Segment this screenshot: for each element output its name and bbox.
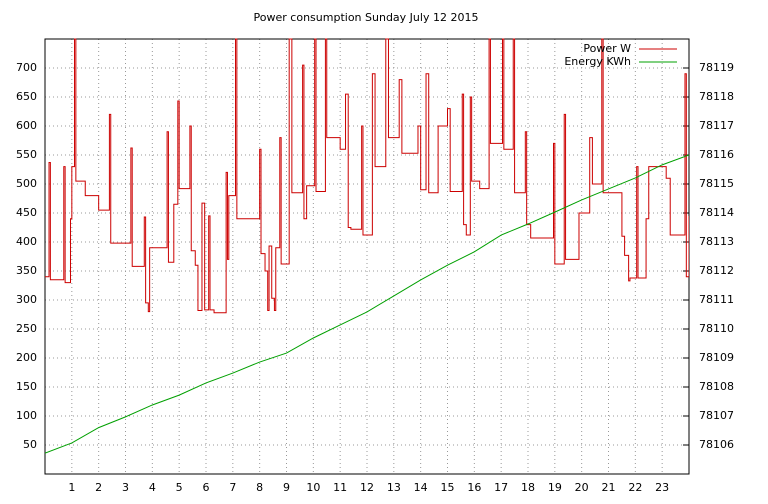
y-tick-label: 650 xyxy=(16,90,37,103)
y-tick-label: 350 xyxy=(16,264,37,277)
y-tick-label: 700 xyxy=(16,61,37,74)
x-tick-label: 10 xyxy=(306,481,320,494)
y-tick-label: 450 xyxy=(16,206,37,219)
x-tick-label: 3 xyxy=(122,481,129,494)
y-tick-label: 250 xyxy=(16,322,37,335)
x-tick-label: 13 xyxy=(387,481,401,494)
y2-tick-label: 78115 xyxy=(699,177,734,190)
y-tick-label: 200 xyxy=(16,351,37,364)
y-tick-label: 550 xyxy=(16,148,37,161)
y-tick-label: 400 xyxy=(16,235,37,248)
x-tick-label: 4 xyxy=(149,481,156,494)
x-tick-label: 12 xyxy=(360,481,374,494)
y2-tick-label: 78116 xyxy=(699,148,734,161)
legend-label: Energy KWh xyxy=(564,55,631,68)
y2-tick-label: 78110 xyxy=(699,322,734,335)
y2-tick-label: 78111 xyxy=(699,293,734,306)
x-tick-label: 8 xyxy=(256,481,263,494)
y2-tick-label: 78119 xyxy=(699,61,734,74)
x-tick-label: 5 xyxy=(176,481,183,494)
series-line xyxy=(45,38,689,314)
y2-tick-label: 78108 xyxy=(699,380,734,393)
y-tick-label: 500 xyxy=(16,177,37,190)
plot-border xyxy=(44,38,690,475)
x-tick-label: 22 xyxy=(628,481,642,494)
x-tick-label: 2 xyxy=(95,481,102,494)
x-tick-label: 18 xyxy=(521,481,535,494)
chart-title: Power consumption Sunday July 12 2015 xyxy=(254,11,479,24)
y-tick-label: 100 xyxy=(16,409,37,422)
x-tick-label: 20 xyxy=(575,481,589,494)
series-line xyxy=(45,154,689,454)
x-tick-label: 9 xyxy=(283,481,290,494)
y2-tick-label: 78114 xyxy=(699,206,734,219)
y-tick-label: 150 xyxy=(16,380,37,393)
y2-tick-label: 78106 xyxy=(699,438,734,451)
x-tick-label: 6 xyxy=(203,481,210,494)
x-tick-label: 14 xyxy=(414,481,428,494)
y2-tick-label: 78117 xyxy=(699,119,734,132)
y2-tick-label: 78107 xyxy=(699,409,734,422)
legend-label: Power W xyxy=(583,42,631,55)
y-tick-label: 600 xyxy=(16,119,37,132)
x-tick-label: 21 xyxy=(602,481,616,494)
y-tick-label: 300 xyxy=(16,293,37,306)
x-tick-label: 23 xyxy=(655,481,669,494)
y-tick-label: 50 xyxy=(23,438,37,451)
y2-tick-label: 78118 xyxy=(699,90,734,103)
x-tick-label: 17 xyxy=(494,481,508,494)
x-tick-label: 11 xyxy=(333,481,347,494)
x-tick-label: 16 xyxy=(467,481,481,494)
x-tick-label: 19 xyxy=(548,481,562,494)
y2-tick-label: 78113 xyxy=(699,235,734,248)
x-tick-label: 1 xyxy=(68,481,75,494)
y2-tick-label: 78109 xyxy=(699,351,734,364)
x-tick-label: 7 xyxy=(229,481,236,494)
y2-tick-label: 78112 xyxy=(699,264,734,277)
x-tick-label: 15 xyxy=(441,481,455,494)
